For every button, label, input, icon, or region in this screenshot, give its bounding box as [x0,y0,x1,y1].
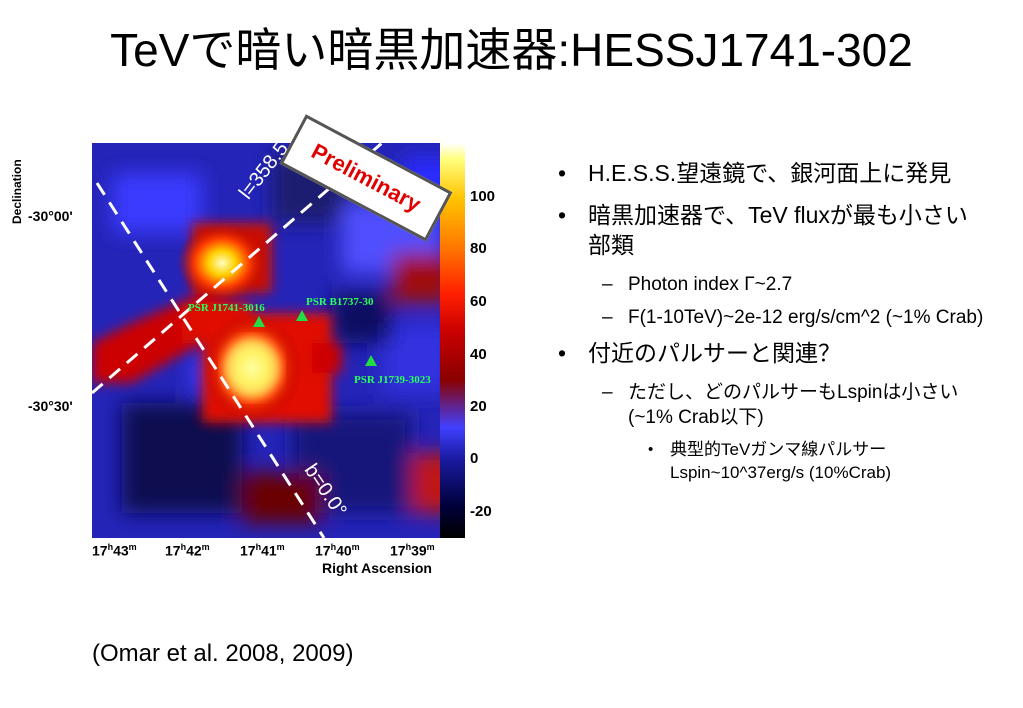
pulsar-label: PSR B1737-30 [306,296,374,308]
colorbar-tick: 0 [470,450,479,467]
sub-bullet-item: ただし、どのパルサーもLspinは小さい (~1% Crab以下) [550,380,990,430]
ra-tick: 17h43m [92,542,137,559]
dec-tick: -30°30' [28,398,73,414]
ra-axis-label: Right Ascension [322,560,432,576]
bullet-item: H.E.S.S.望遠鏡で、銀河面上に発見 [550,158,990,188]
pulsar-marker [253,316,265,327]
sub-sub-bullet-item: 典型的TeVガンマ線パルサー Lspin~10^37erg/s (10%Crab… [550,438,990,484]
slide-title: TeVで暗い暗黒加速器:HESSJ1741-302 [110,24,913,76]
declination-axis-label: Declination [10,159,24,224]
bullet-item: 付近のパルサーと関連？ [550,338,990,368]
colorbar [440,143,465,538]
pulsar-marker [365,355,377,366]
ra-tick: 17h41m [240,542,285,559]
ra-tick: 17h42m [165,542,210,559]
pulsar-label: PSR J1739-3023 [354,374,431,386]
bullet-item: 暗黒加速器で、TeV fluxが最も小さい部類 [550,200,990,260]
colorbar-tick: -20 [470,503,492,520]
citation: (Omar et al. 2008, 2009) [92,640,354,667]
ra-tick: 17h39m [390,542,435,559]
pulsar-marker [296,310,308,321]
galactic-longitude-line [92,143,383,395]
sub-bullet-item: F(1-10TeV)~2e-12 erg/s/cm^2 (~1% Crab) [550,305,990,330]
colorbar-tick: 60 [470,293,487,310]
colorbar-tick: 40 [470,346,487,363]
colorbar-tick: 20 [470,398,487,415]
colorbar-tick: 80 [470,240,487,257]
galactic-latitude-line [95,182,326,538]
ra-tick: 17h40m [315,542,360,559]
colorbar-tick: 100 [470,188,496,205]
pulsar-label: PSR J1741-3016 [188,302,265,314]
dec-tick: -30°00' [28,208,73,224]
sub-bullet-item: Photon index Γ~2.7 [550,272,990,297]
bullet-list: H.E.S.S.望遠鏡で、銀河面上に発見 暗黒加速器で、TeV fluxが最も小… [550,158,990,490]
